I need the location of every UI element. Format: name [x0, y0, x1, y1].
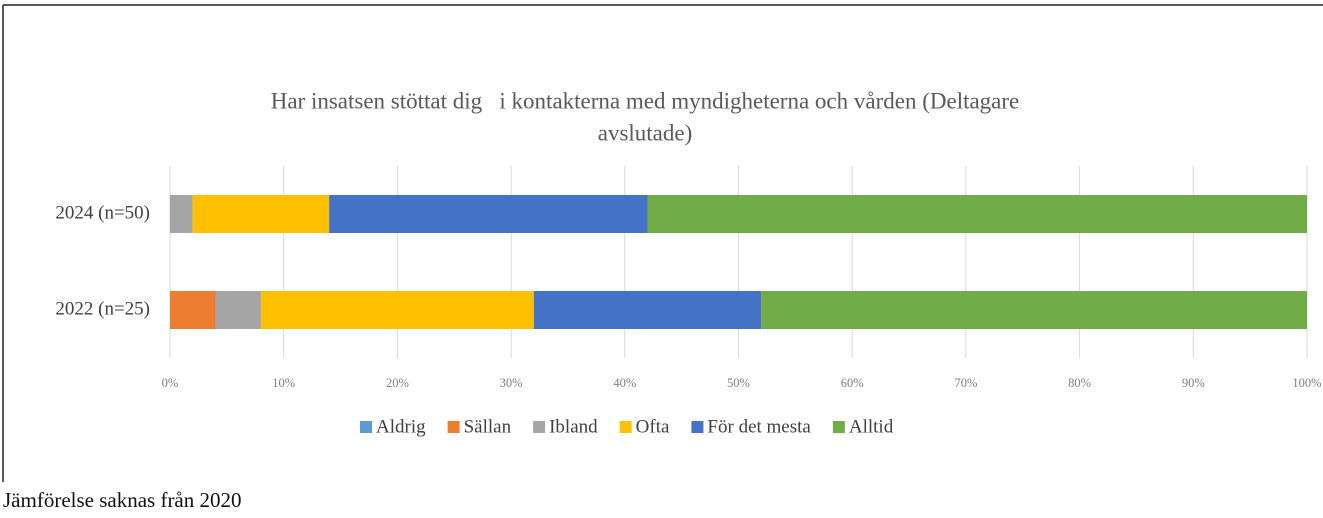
legend-label: Alltid	[849, 416, 894, 437]
y-tick-label: 2024 (n=50)	[55, 202, 150, 223]
x-tick-label: 20%	[386, 376, 409, 390]
x-tick-label: 90%	[1182, 376, 1205, 390]
bar-segment	[647, 195, 1307, 233]
x-tick-label: 70%	[954, 376, 977, 390]
x-tick-label: 60%	[841, 376, 864, 390]
legend-label: Ibland	[549, 416, 598, 437]
footnote: Jämförelse saknas från 2020	[3, 488, 242, 512]
bar-segment	[533, 291, 762, 329]
bar-segment	[170, 195, 193, 233]
legend-swatch	[533, 421, 546, 433]
bar-segment	[170, 291, 216, 329]
chart-title: Har insatsen stöttat dig i kontakterna m…	[271, 88, 1020, 113]
y-tick-label: 2022 (n=25)	[55, 298, 150, 319]
legend-label: Sällan	[464, 416, 512, 437]
bar-segment	[192, 195, 330, 233]
x-tick-label: 10%	[272, 376, 295, 390]
bar-segment	[329, 195, 648, 233]
legend-label: Aldrig	[376, 416, 426, 437]
legend-swatch	[832, 421, 845, 433]
legend-label: Ofta	[636, 416, 670, 437]
chart-title: avslutade)	[598, 120, 693, 145]
x-tick-label: 100%	[1292, 376, 1321, 390]
x-tick-label: 50%	[727, 376, 750, 390]
x-tick-label: 40%	[613, 376, 636, 390]
x-tick-label: 30%	[500, 376, 523, 390]
legend-swatch	[619, 421, 632, 433]
bar-segment	[761, 291, 1307, 329]
legend-swatch	[447, 421, 460, 433]
legend-label: För det mesta	[707, 416, 811, 437]
legend-swatch	[360, 421, 372, 433]
x-tick-label: 0%	[162, 376, 179, 390]
legend-swatch	[691, 421, 704, 433]
x-tick-label: 80%	[1068, 376, 1091, 390]
bar-segment	[215, 291, 261, 329]
bar-segment	[260, 291, 534, 329]
